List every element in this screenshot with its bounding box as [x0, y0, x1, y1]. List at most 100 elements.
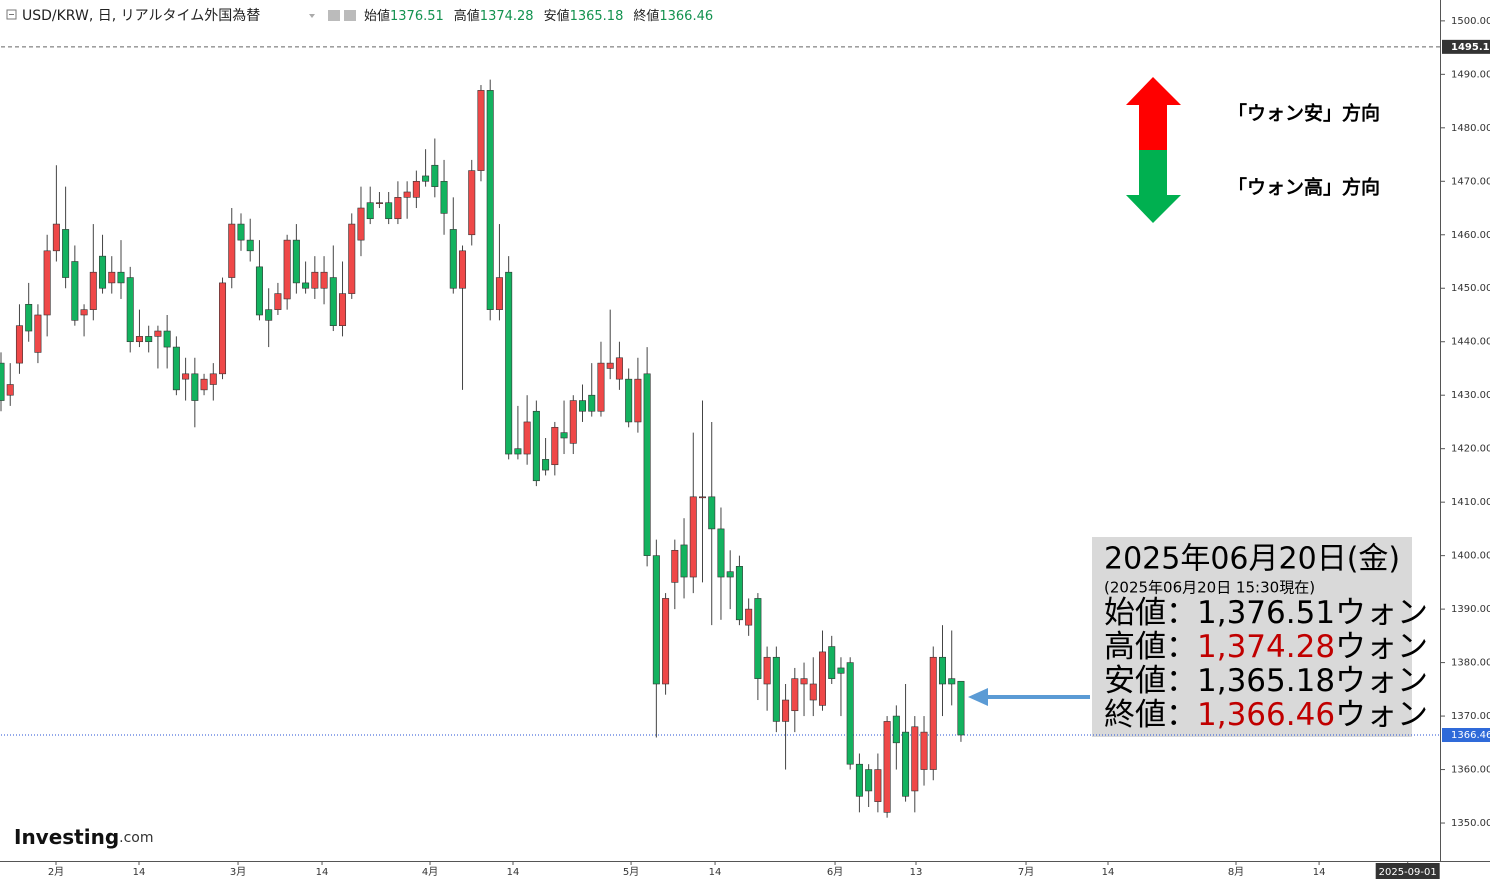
x-tick-label: 5月	[623, 866, 639, 878]
candle-body	[542, 459, 550, 471]
candle-body	[468, 170, 476, 236]
y-tick-label: 1350.00	[1451, 818, 1490, 829]
collapse-icon[interactable]	[6, 9, 17, 20]
x-tick-label: 13	[910, 867, 923, 878]
info-unit: ウォン	[1335, 595, 1428, 631]
candle-body	[948, 678, 956, 685]
candle-body	[6, 384, 14, 396]
candle-body	[486, 90, 494, 310]
candle-body	[34, 314, 42, 353]
candle-body	[15, 325, 23, 364]
candle-body	[800, 678, 808, 685]
x-tick-label: 8月	[1228, 866, 1244, 878]
candle-body	[837, 667, 845, 674]
candle-body	[532, 410, 540, 482]
candle-body	[551, 426, 559, 466]
info-date: 2025年06月20日(金)	[1104, 542, 1400, 577]
y-tick-label: 1380.00	[1451, 658, 1490, 669]
candle-body	[606, 362, 614, 369]
y-tick-label: 1500.00	[1451, 16, 1490, 27]
candle-body	[71, 261, 79, 321]
candle-body	[671, 549, 679, 583]
candle-body	[459, 250, 467, 289]
last-price-label: 1366.46	[1451, 730, 1490, 741]
candle-body	[339, 293, 347, 326]
x-tick-label: 2025-09-01	[1379, 867, 1437, 878]
candle-body	[228, 223, 236, 278]
y-tick-label: 1390.00	[1451, 604, 1490, 615]
y-tick-label: 1440.00	[1451, 337, 1490, 348]
y-tick-label: 1400.00	[1451, 551, 1490, 562]
candle-body	[911, 726, 919, 792]
candle-body	[754, 598, 762, 679]
candle-body	[569, 400, 577, 444]
candle-body	[283, 239, 291, 300]
ohlc-text: 始値1376.51 高値1374.28 安値1365.18 終値1366.46	[364, 8, 713, 24]
candle-body	[477, 90, 485, 171]
ohlc-label: 高値	[454, 8, 480, 24]
candle-body	[763, 656, 771, 685]
candle-body	[126, 277, 134, 343]
candle-body	[625, 378, 633, 423]
x-tick-label: 14	[1313, 867, 1326, 878]
x-tick-label: 6月	[827, 866, 843, 878]
candle-body	[505, 271, 513, 455]
info-label: 安値：	[1104, 663, 1197, 699]
candle-body	[818, 651, 826, 706]
candle-body	[708, 496, 716, 530]
candle-body	[874, 769, 882, 802]
candle-body	[99, 255, 107, 289]
candle-body	[680, 544, 688, 578]
candle-body	[394, 197, 402, 220]
x-tick-label: 14	[709, 867, 722, 878]
candle-body	[615, 357, 623, 380]
info-row: 終値：1,366.46ウォン	[1104, 697, 1428, 733]
close-icon[interactable]	[344, 10, 356, 21]
high-price-label: 1495.14	[1451, 42, 1490, 53]
candle-body	[431, 164, 439, 187]
candle-body	[745, 608, 753, 626]
candle-body	[52, 223, 60, 252]
ohlc-value: 1374.28	[480, 9, 534, 24]
logo: Investing.com	[14, 825, 154, 849]
candle-body	[191, 373, 199, 401]
candle-body	[865, 769, 873, 792]
candle-body	[782, 699, 790, 722]
info-label: 終値：	[1104, 697, 1197, 733]
candle-body	[163, 330, 171, 348]
up-arrow	[1126, 77, 1181, 150]
settings-icon[interactable]	[328, 10, 340, 21]
ohlc-label: 終値	[633, 8, 659, 24]
candle-body	[329, 277, 337, 326]
ohlc-value: 1366.46	[659, 9, 713, 24]
candle-body	[560, 432, 568, 439]
ohlc-label: 始値	[364, 8, 390, 24]
candle-body	[422, 175, 430, 182]
candle-body	[108, 271, 116, 284]
info-value: 1,365.18	[1197, 663, 1335, 699]
candle-body	[375, 202, 383, 204]
candle-body	[62, 229, 70, 278]
candle-body	[855, 763, 863, 797]
info-value: 1,374.28	[1197, 629, 1335, 665]
candle-body	[846, 662, 854, 765]
plot	[0, 46, 1440, 818]
dropdown-icon[interactable]	[309, 14, 315, 18]
y-tick-label: 1450.00	[1451, 283, 1490, 294]
candle-body	[957, 680, 965, 736]
candle-body	[311, 271, 319, 289]
candle-body	[523, 421, 531, 455]
ohlc-label: 安値	[544, 8, 570, 24]
symbol-title: USD/KRW, 日, リアルタイム外国為替	[22, 8, 260, 24]
candle-body	[320, 271, 328, 289]
candle-body	[495, 277, 503, 310]
candle-body	[883, 721, 891, 813]
y-tick-label: 1490.00	[1451, 69, 1490, 80]
candle-body	[265, 309, 273, 321]
x-tick-label: 2月	[48, 866, 64, 878]
candle-body	[412, 180, 420, 198]
info-row: 安値：1,365.18ウォン	[1104, 663, 1428, 699]
candle-body	[219, 282, 227, 375]
candle-body	[809, 683, 817, 701]
